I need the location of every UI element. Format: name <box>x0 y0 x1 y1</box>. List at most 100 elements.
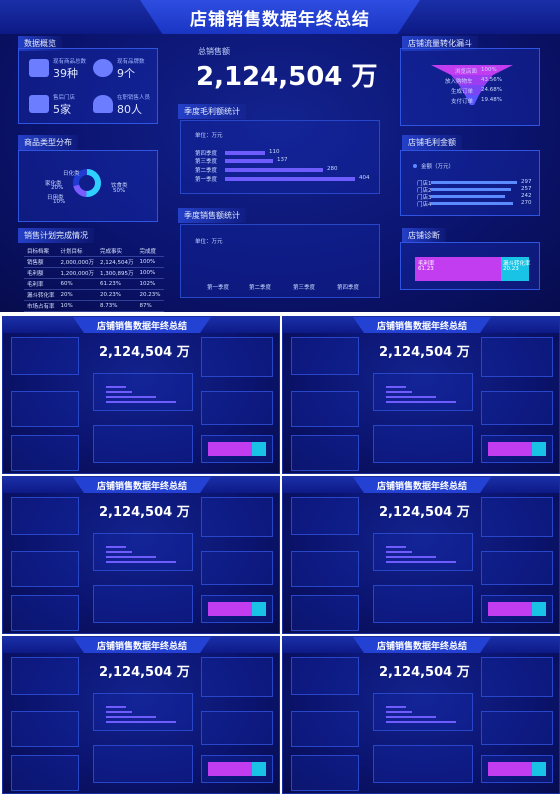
thumb-diagnosis <box>481 435 553 463</box>
thumb-diagnosis <box>201 595 273 623</box>
gp-bar-label: 第四季度 <box>195 151 218 157</box>
thumb-bar <box>106 711 132 713</box>
thumb-diag-pink <box>488 602 532 616</box>
thumb-funnel <box>201 657 273 697</box>
gp-store-label: 门店2 <box>417 188 432 194</box>
dashboard-thumbnail[interactable]: 店铺销售数据年终总结 2,124,504 万 <box>2 636 280 794</box>
dashboard-thumbnail[interactable]: 店铺销售数据年终总结 2,124,504 万 <box>282 636 560 794</box>
thumb-diag-pink <box>208 762 252 776</box>
dist-label: 家化类 <box>45 181 62 187</box>
thumb-diag-cyan <box>252 442 266 456</box>
dist-label: 饮食类 <box>111 183 128 189</box>
thumb-overview <box>291 657 359 695</box>
title-plate <box>140 0 420 34</box>
overview-label: 售后门店 <box>53 95 76 101</box>
thumb-total: 2,124,504 万 <box>99 665 190 680</box>
overview-value: 9个 <box>117 67 135 80</box>
quarterly-sales-unit: 单位：万元 <box>195 239 223 245</box>
thumb-title: 店铺销售数据年终总结 <box>96 482 187 492</box>
funnel-value: 43.56% <box>481 77 502 83</box>
thumb-funnel <box>201 497 273 537</box>
table-cell: 102% <box>139 281 156 287</box>
total-sales-label: 总销售额 <box>198 47 230 56</box>
table-header-row: 目标档案 计划目标 完成事实 完成度 <box>24 246 164 257</box>
thumb-table <box>11 595 79 631</box>
diagnosis-conversion-value: 20.23 <box>503 266 519 272</box>
thumb-title: 店铺销售数据年终总结 <box>376 322 467 332</box>
dashboard-thumbnail[interactable]: 店铺销售数据年终总结 2,124,504 万 <box>2 476 280 634</box>
overview-item-brands: 现有品牌数 9个 <box>93 57 163 83</box>
gp-bar-value: 137 <box>277 157 288 163</box>
gp-store-value: 297 <box>521 179 532 185</box>
thumb-overview <box>11 337 79 375</box>
gp-store-row: 门店1 297 <box>417 179 537 187</box>
diagnosis-conversion-block: 漏斗转化率 20.23 <box>501 257 531 281</box>
box-icon <box>29 59 49 77</box>
sales-axis-label: 第一季度 <box>207 285 230 291</box>
thumb-bar <box>106 546 126 548</box>
dashboard-thumbnail[interactable]: 店铺销售数据年终总结 2,124,504 万 <box>282 316 560 474</box>
funnel-label: 支付订单 <box>451 99 474 105</box>
thumb-store-gp <box>481 711 553 745</box>
gp-store-bar <box>431 202 513 205</box>
funnel-chart <box>431 65 513 105</box>
thumb-bar <box>386 706 406 708</box>
thumb-gp <box>93 693 193 731</box>
main-title: 店铺销售数据年终总结 <box>190 10 370 30</box>
store-icon <box>29 95 49 113</box>
thumb-overview <box>291 497 359 535</box>
overview-item-stores: 售后门店 5家 <box>29 93 99 119</box>
dashboard-thumbnail[interactable]: 店铺销售数据年终总结 2,124,504 万 <box>282 476 560 634</box>
gp-bar <box>225 159 273 163</box>
thumb-store-gp <box>481 391 553 425</box>
table-cell: 2,124,504万 <box>100 260 134 266</box>
table-cell: 1,300,895万 <box>100 271 134 277</box>
total-sales-value: 2,124,504 万 <box>196 62 378 92</box>
gross-profit-title: 店铺毛利金额 <box>402 135 462 150</box>
legend-dot-icon <box>413 164 417 168</box>
sales-axis-label: 第三季度 <box>293 285 316 291</box>
gp-bar <box>225 151 265 155</box>
thumb-bar <box>106 391 132 393</box>
thumb-gp <box>373 373 473 411</box>
thumb-bar <box>386 401 456 403</box>
thumb-bar <box>386 556 436 558</box>
thumb-gp <box>93 533 193 571</box>
thumb-title: 店铺销售数据年终总结 <box>376 642 467 652</box>
table-cell: 20% <box>60 292 73 298</box>
thumb-store-gp <box>481 551 553 585</box>
diagnosis-margin-label: 毛利率 <box>418 261 435 267</box>
thumb-title-plate <box>73 317 211 333</box>
thumb-sales <box>373 585 473 623</box>
thumb-diagnosis <box>201 435 273 463</box>
thumb-funnel <box>481 657 553 697</box>
table-cell: 20.23% <box>100 292 121 298</box>
thumb-bar <box>386 546 406 548</box>
thumb-table <box>291 755 359 791</box>
thumb-bar <box>106 396 156 398</box>
table-cell: 100% <box>139 270 156 276</box>
thumb-sales <box>93 745 193 783</box>
gp-store-label: 门店3 <box>417 195 432 201</box>
gp-bar-row: 第一季度 404 <box>195 175 375 183</box>
thumb-diag-cyan <box>252 602 266 616</box>
thumb-bar <box>386 396 436 398</box>
diagnosis-panel: 毛利率 61.23 漏斗转化率 20.23 <box>400 242 540 290</box>
gp-bar-value: 404 <box>359 175 370 181</box>
table-row: 漏斗转化率 20% 20.23% 20.23% <box>24 290 164 301</box>
thumb-title-plate <box>353 477 491 493</box>
table-row: 毛利率 60% 61.23% 102% <box>24 279 164 290</box>
thumb-dist <box>291 551 359 587</box>
thumb-bar <box>106 386 126 388</box>
table-cell: 8.73% <box>100 303 118 309</box>
dist-label: 日化类 <box>63 171 80 177</box>
thumb-title: 店铺销售数据年终总结 <box>376 482 467 492</box>
dashboard-main: 店铺销售数据年终总结 数据概览 现有商品总数 39种 现有品牌数 9个 售后门店… <box>0 0 560 312</box>
thumb-dist <box>11 551 79 587</box>
thumb-bar <box>386 551 412 553</box>
funnel-label: 放入购物车 <box>445 79 473 85</box>
dashboard-thumbnail[interactable]: 店铺销售数据年终总结 2,124,504 万 <box>2 316 280 474</box>
thumb-bar <box>386 391 412 393</box>
thumb-gp <box>373 533 473 571</box>
gp-store-value: 257 <box>521 186 532 192</box>
